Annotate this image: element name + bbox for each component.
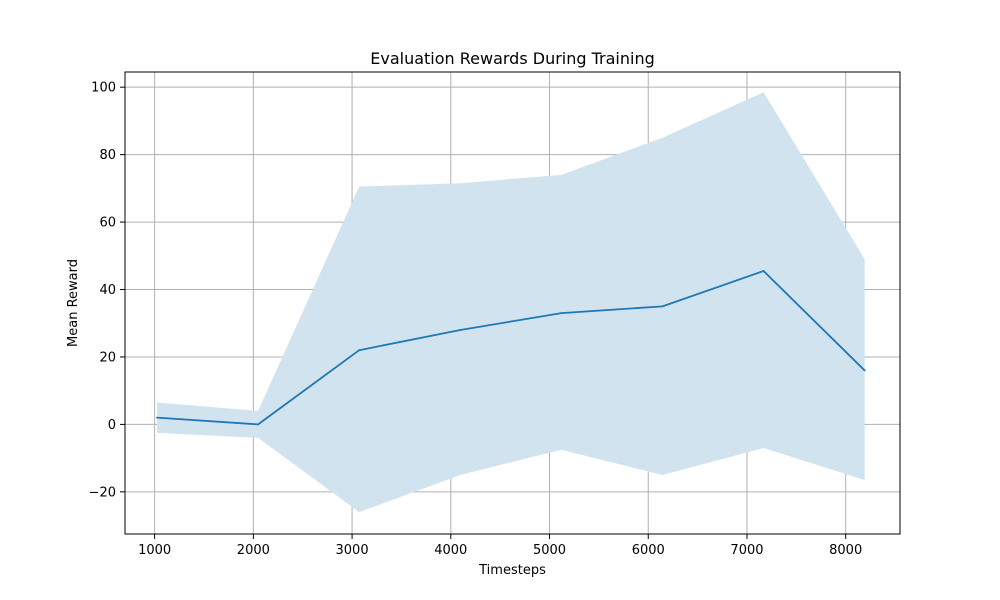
mean-line-layer	[156, 270, 866, 426]
x-tick-label: 8000	[829, 543, 862, 558]
plot-frame	[124, 71, 901, 535]
x-tick-label: 4000	[434, 543, 467, 558]
y-tick-label: 40	[99, 283, 116, 298]
y-tick-label: 100	[91, 81, 116, 96]
y-axis-ticks: −20 0 20 40 60 80 100	[89, 81, 125, 500]
x-tick-label: 6000	[632, 543, 665, 558]
y-tick-label: 80	[99, 148, 116, 163]
std-band-layer	[156, 92, 865, 513]
data-point	[661, 305, 664, 308]
x-tick-label: 2000	[237, 543, 270, 558]
chart-title: Evaluation Rewards During Training	[370, 49, 655, 68]
x-tick-label: 5000	[533, 543, 566, 558]
x-tick-label: 7000	[730, 543, 763, 558]
data-point	[358, 349, 361, 352]
mean-reward-line	[156, 270, 866, 426]
data-point	[459, 329, 462, 331]
y-tick-label: −20	[89, 485, 116, 500]
x-tick-label: 3000	[336, 543, 369, 558]
data-point	[560, 312, 563, 315]
y-tick-label: 60	[99, 216, 116, 231]
y-axis-label: Mean Reward	[66, 259, 81, 347]
data-point	[863, 369, 866, 372]
data-point	[257, 423, 259, 426]
x-tick-label: 1000	[138, 543, 171, 558]
y-tick-label: 0	[108, 418, 116, 433]
y-tick-label: 20	[99, 350, 116, 365]
x-axis-ticks: 1000 2000 3000 4000 5000 6000 7000 8000	[138, 534, 862, 558]
x-axis-label: Timesteps	[478, 563, 546, 578]
data-point	[762, 270, 765, 272]
std-band	[156, 92, 865, 513]
data-point	[156, 416, 158, 419]
